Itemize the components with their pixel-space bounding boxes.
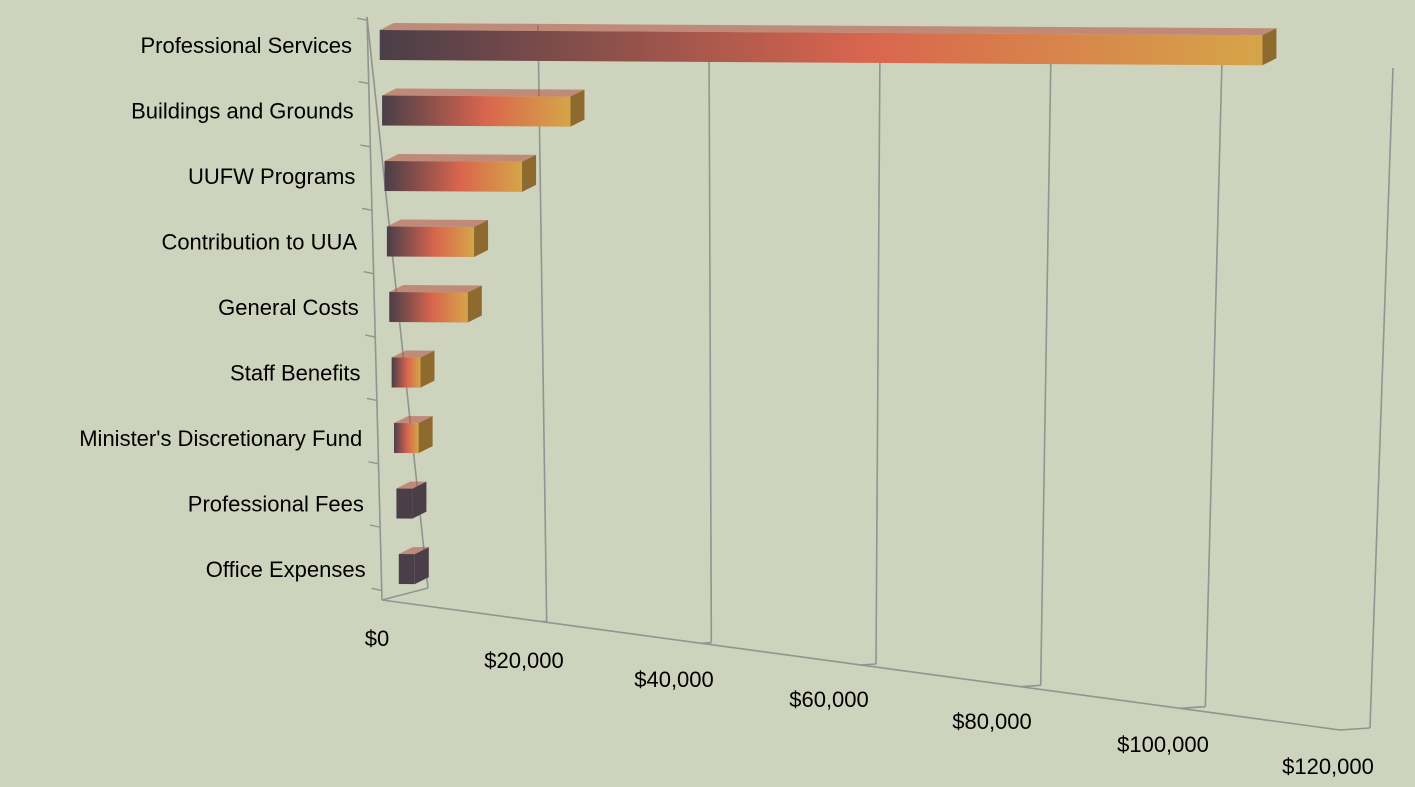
bar <box>384 154 536 192</box>
y-tick-mark <box>362 208 372 210</box>
bar-top-face <box>384 154 536 162</box>
y-tick-mark <box>370 525 380 527</box>
bar-top-face <box>382 89 584 97</box>
gridline <box>709 34 711 643</box>
bar <box>389 285 482 322</box>
y-tick-mark <box>364 272 374 274</box>
bar <box>382 89 584 127</box>
x-tick-label: $80,000 <box>952 709 1032 734</box>
x-tick-label: $120,000 <box>1282 754 1374 779</box>
category-label: UUFW Programs <box>188 164 355 189</box>
bar-front-face <box>382 96 570 127</box>
category-label: Staff Benefits <box>230 361 360 386</box>
bar-top-face <box>387 220 488 228</box>
bar <box>387 220 488 258</box>
bar <box>396 482 426 519</box>
x-tick-labels: $0 $20,000 $40,000 $60,000 $80,000 $100,000 $1… <box>365 626 1374 779</box>
gridline <box>876 43 880 665</box>
category-labels: Professional Services Buildings and Groun… <box>79 33 365 582</box>
y-tick-mark <box>372 588 382 590</box>
category-label: Contribution to UUA <box>161 230 357 255</box>
gridline-connector <box>1340 728 1370 730</box>
bar-front-face <box>384 161 522 192</box>
gridline-connector <box>382 588 428 600</box>
y-tick-mark <box>359 82 369 84</box>
y-tick-mark <box>367 398 377 400</box>
y-tick-mark <box>360 145 370 147</box>
x-tick-label: $100,000 <box>1117 732 1209 757</box>
bar-front-face <box>380 30 1263 65</box>
bar <box>380 23 1277 65</box>
category-label: Professional Services <box>140 33 352 58</box>
category-label: Office Expenses <box>206 557 366 582</box>
x-tick-label: $20,000 <box>484 648 564 673</box>
bar-front-face <box>396 489 412 519</box>
category-label: General Costs <box>218 295 359 320</box>
x-tick-label: $60,000 <box>789 687 869 712</box>
bar-front-face <box>387 227 474 258</box>
bar <box>399 547 429 584</box>
bar <box>394 416 433 453</box>
x-tick-label: $0 <box>365 626 389 651</box>
bar-front-face <box>394 423 419 453</box>
gridline <box>1370 68 1393 728</box>
gridline <box>1205 60 1222 707</box>
bar-front-face <box>389 292 468 322</box>
bar-front-face <box>392 358 421 388</box>
y-tick-mark <box>365 335 375 337</box>
y-axis-line <box>367 17 382 600</box>
x-tick-label: $40,000 <box>634 667 714 692</box>
bar-front-face <box>399 554 415 584</box>
category-label: Buildings and Grounds <box>131 99 354 124</box>
bar-top-face <box>389 285 482 292</box>
bars <box>380 23 1277 584</box>
y-tick-mark <box>368 462 378 464</box>
y-tick-mark <box>357 18 367 20</box>
category-label: Professional Fees <box>188 492 364 517</box>
gridline <box>1041 51 1051 685</box>
bar <box>392 351 435 388</box>
category-label: Minister's Discretionary Fund <box>79 426 362 451</box>
